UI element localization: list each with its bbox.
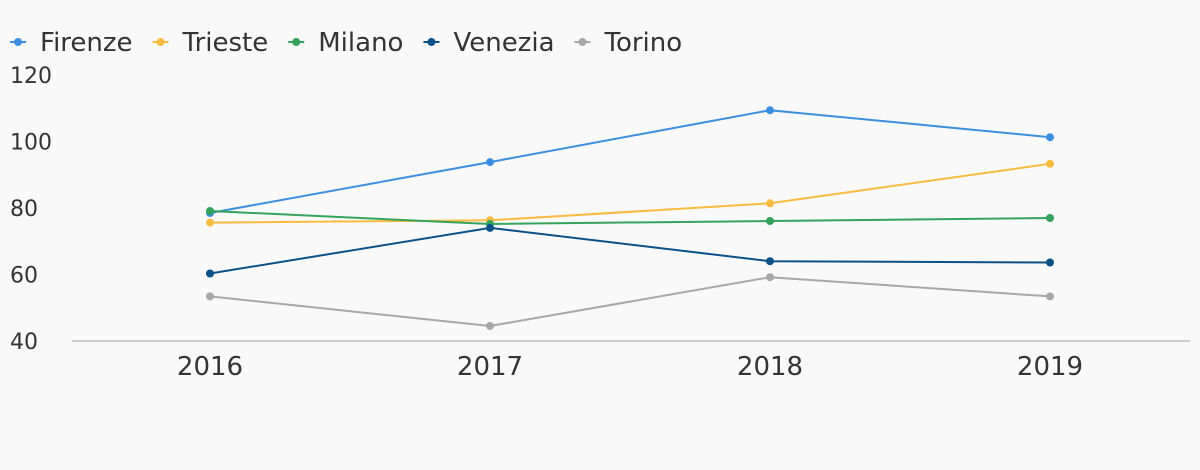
legend-item-firenze[interactable]: Firenze: [10, 28, 133, 58]
legend-item-torino[interactable]: Torino: [574, 28, 683, 58]
data-point: [766, 199, 774, 208]
series-line: [209, 276, 1051, 328]
legend-dot-marker: [427, 38, 436, 46]
legend: Firenze Trieste Milano Venezia Torino: [10, 28, 682, 58]
legend-dot-marker: [578, 38, 587, 46]
legend-dot-marker: [14, 38, 22, 46]
plot-area: [206, 106, 1054, 330]
data-point: [766, 273, 774, 282]
data-point: [486, 158, 494, 167]
x-axis: 2016 2017 2018 2019: [177, 352, 1083, 382]
data-point: [1046, 159, 1054, 168]
series-line: [209, 162, 1051, 224]
legend-item-venezia[interactable]: Venezia: [423, 28, 555, 58]
data-point: [1046, 214, 1054, 222]
legend-label: Firenze: [40, 28, 133, 58]
x-tick-label: 2019: [1017, 352, 1083, 382]
data-point: [206, 218, 214, 227]
legend-label: Milano: [318, 28, 403, 58]
data-point: [486, 223, 494, 232]
legend-dot-marker: [156, 38, 165, 46]
data-point: [206, 269, 214, 278]
x-tick-label: 2016: [177, 352, 243, 382]
y-tick-label: 40: [10, 330, 38, 355]
legend-dot-marker: [292, 38, 301, 46]
legend-label: Trieste: [182, 28, 269, 58]
legend-item-trieste[interactable]: Trieste: [152, 28, 269, 58]
series-torino: [206, 273, 1054, 330]
x-tick-label: 2017: [457, 352, 523, 382]
series-line: [209, 109, 1051, 214]
series-firenze: [206, 106, 1054, 217]
y-axis: 40 60 80 100 120: [10, 64, 52, 355]
data-point: [766, 106, 774, 115]
data-point: [766, 257, 774, 266]
data-point: [1046, 258, 1054, 267]
series-line: [209, 226, 1051, 275]
y-tick-label: 80: [10, 197, 38, 222]
legend-label: Venezia: [453, 28, 554, 58]
series-milano: [206, 207, 1054, 228]
data-point: [1046, 292, 1054, 301]
series-line: [209, 210, 1051, 226]
y-tick-label: 120: [10, 64, 52, 89]
series-venezia: [206, 223, 1054, 278]
data-point: [486, 322, 494, 330]
data-point: [766, 217, 774, 225]
y-tick-label: 100: [10, 131, 52, 156]
data-point: [206, 292, 214, 301]
data-point: [206, 207, 214, 215]
series-trieste: [206, 159, 1054, 227]
legend-label: Torino: [604, 28, 683, 58]
data-point: [1046, 133, 1054, 142]
y-tick-label: 60: [10, 264, 38, 289]
x-tick-label: 2018: [737, 352, 803, 382]
legend-item-milano[interactable]: Milano: [288, 28, 403, 58]
